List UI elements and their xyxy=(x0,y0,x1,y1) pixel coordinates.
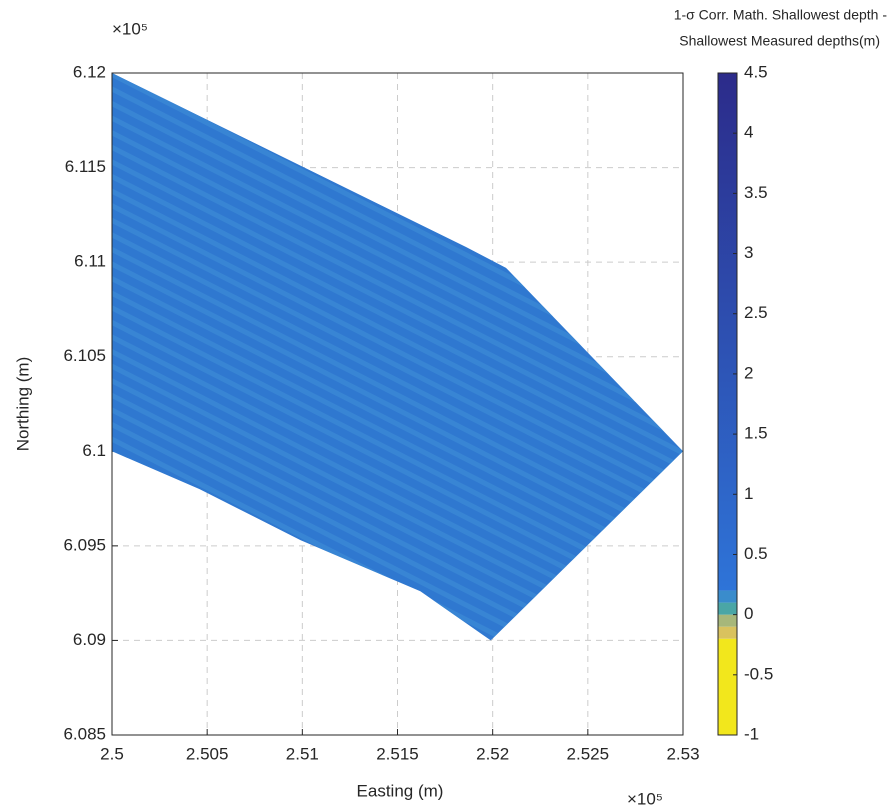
y-axis-label: Northing (m) xyxy=(13,357,32,451)
colorbar-frame xyxy=(717,72,738,736)
x-tick-label: 2.525 xyxy=(567,744,610,763)
colorbar-tick-label: 0.5 xyxy=(744,544,768,563)
plot-frame xyxy=(111,72,684,736)
colorbar-tick-label: 4 xyxy=(744,123,753,142)
colorbar-tick-label: 3 xyxy=(744,243,753,262)
colorbar-segment xyxy=(718,638,737,735)
colorbar-segment xyxy=(718,73,737,591)
colorbar-title: Shallowest Measured depths(m) xyxy=(679,33,880,49)
y-tick-label: 6.105 xyxy=(63,346,106,365)
colorbar-tick-label: 2.5 xyxy=(744,303,768,322)
colorbar-segment xyxy=(718,614,737,627)
colorbar-tick-label: 1 xyxy=(744,484,753,503)
colorbar-tick-label: 3.5 xyxy=(744,183,768,202)
x-tick-label: 2.53 xyxy=(666,744,699,763)
y-multiplier: ×10⁵ xyxy=(112,19,148,38)
y-tick-label: 6.095 xyxy=(63,535,106,554)
x-tick-label: 2.505 xyxy=(186,744,229,763)
colorbar-title: 1-σ Corr. Math. Shallowest depth - xyxy=(674,7,888,23)
x-tick-label: 2.52 xyxy=(476,744,509,763)
survey-texture xyxy=(112,73,683,641)
x-tick-label: 2.515 xyxy=(376,744,419,763)
colorbar-tick-label: 0 xyxy=(744,604,753,623)
colorbar-tick-label: 2 xyxy=(744,363,753,382)
colorbar-tick-label: 1.5 xyxy=(744,424,768,443)
colorbar-segment xyxy=(718,590,737,603)
colorbar-tick-label: -1 xyxy=(744,724,759,743)
colorbar-segment xyxy=(718,602,737,615)
x-axis-label: Easting (m) xyxy=(357,781,444,800)
y-tick-label: 6.1 xyxy=(82,441,106,460)
x-tick-label: 2.51 xyxy=(286,744,319,763)
y-tick-label: 6.09 xyxy=(73,630,106,649)
x-multiplier: ×10⁵ xyxy=(627,789,663,808)
colorbar-tick-label: 4.5 xyxy=(744,62,768,81)
y-tick-label: 6.115 xyxy=(65,157,106,176)
colorbar-tick-label: -0.5 xyxy=(744,664,773,683)
colorbar-segment xyxy=(718,626,737,639)
y-tick-label: 6.085 xyxy=(63,724,106,743)
y-tick-label: 6.11 xyxy=(74,252,106,271)
y-tick-label: 6.12 xyxy=(73,62,106,81)
x-tick-label: 2.5 xyxy=(100,744,124,763)
